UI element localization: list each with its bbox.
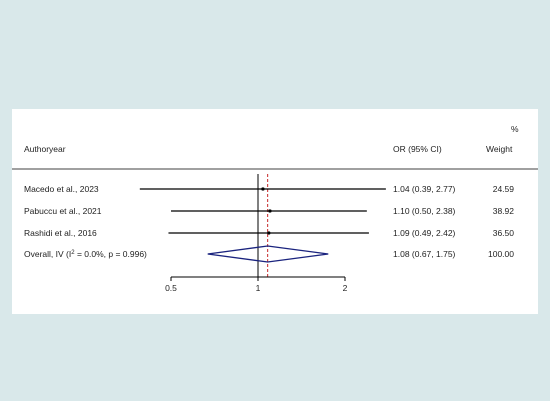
study-label: Pabuccu et al., 2021 <box>24 206 102 216</box>
study-column-header: Authoryear <box>24 144 66 154</box>
study-label: Macedo et al., 2023 <box>24 184 99 194</box>
forest-plot: % Authoryear OR (95% CI) Weight Macedo e… <box>12 124 538 293</box>
overall-ci-text: 1.08 (0.67, 1.75) <box>393 249 456 259</box>
study-weight: 36.50 <box>493 228 515 238</box>
study-point <box>261 187 265 191</box>
x-axis-tick-label: 2 <box>343 283 348 293</box>
study-ci-text: 1.10 (0.50, 2.38) <box>393 206 456 216</box>
study-point <box>268 209 272 213</box>
study-ci-text: 1.04 (0.39, 2.77) <box>393 184 456 194</box>
effect-column-header: OR (95% CI) <box>393 144 442 154</box>
weight-percent-symbol: % <box>511 124 519 134</box>
forest-plot-panel: % Authoryear OR (95% CI) Weight Macedo e… <box>12 109 538 314</box>
study-ci-text: 1.09 (0.49, 2.42) <box>393 228 456 238</box>
x-axis-tick-label: 1 <box>256 283 261 293</box>
study-weight: 24.59 <box>493 184 515 194</box>
study-point <box>267 231 271 235</box>
study-weight: 38.92 <box>493 206 515 216</box>
overall-weight: 100.00 <box>488 249 514 259</box>
overall-diamond <box>207 245 329 263</box>
x-axis-tick-label: 0.5 <box>165 283 177 293</box>
study-label: Rashidi et al., 2016 <box>24 228 97 238</box>
weight-column-header: Weight <box>486 144 513 154</box>
overall-label: Overall, IV (I2 = 0.0%, p = 0.996) <box>24 249 147 259</box>
